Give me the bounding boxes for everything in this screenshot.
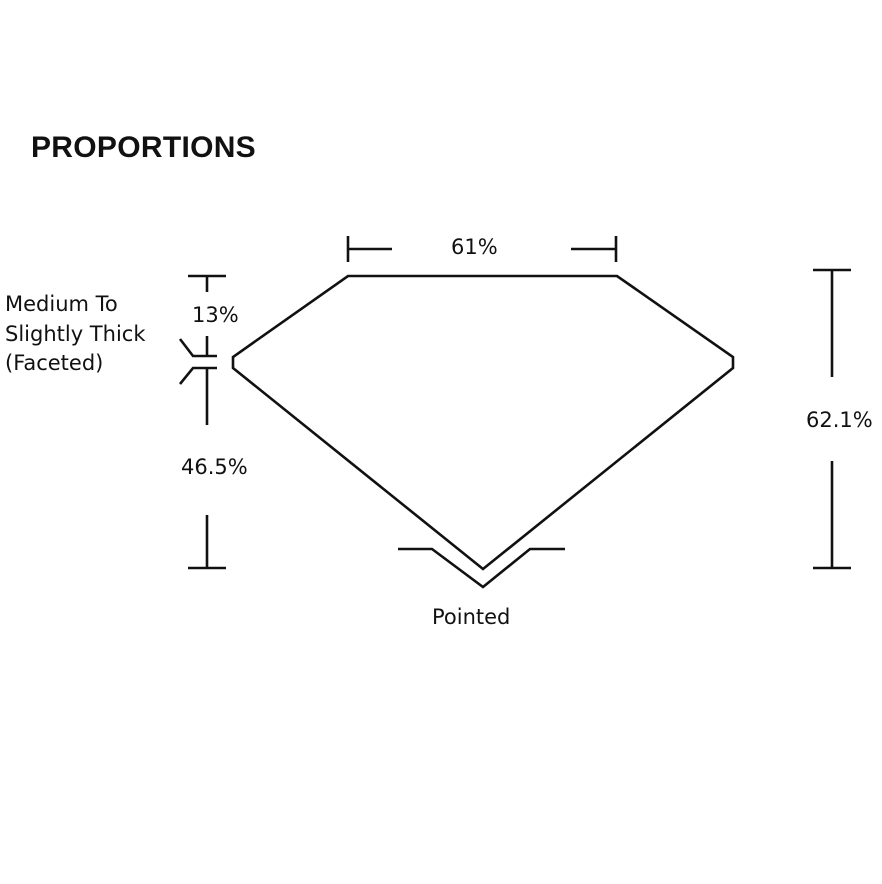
girdle-label-line3: (Faceted): [5, 351, 104, 375]
girdle-label-line2: Slightly Thick: [5, 322, 146, 346]
girdle-marker-top: [178, 338, 217, 358]
pavilion-label: 46.5%: [181, 455, 248, 479]
girdle-label-line1: Medium To: [5, 292, 118, 316]
girdle-marker-bottom: [178, 366, 217, 385]
diamond-outline: [231, 274, 735, 571]
page-title: PROPORTIONS: [31, 131, 256, 164]
table-label: 61%: [451, 235, 498, 259]
crown-label: 13%: [192, 303, 239, 327]
culet-label: Pointed: [432, 605, 511, 629]
culet-marker: [398, 547, 565, 589]
depth-label: 62.1%: [806, 408, 873, 432]
